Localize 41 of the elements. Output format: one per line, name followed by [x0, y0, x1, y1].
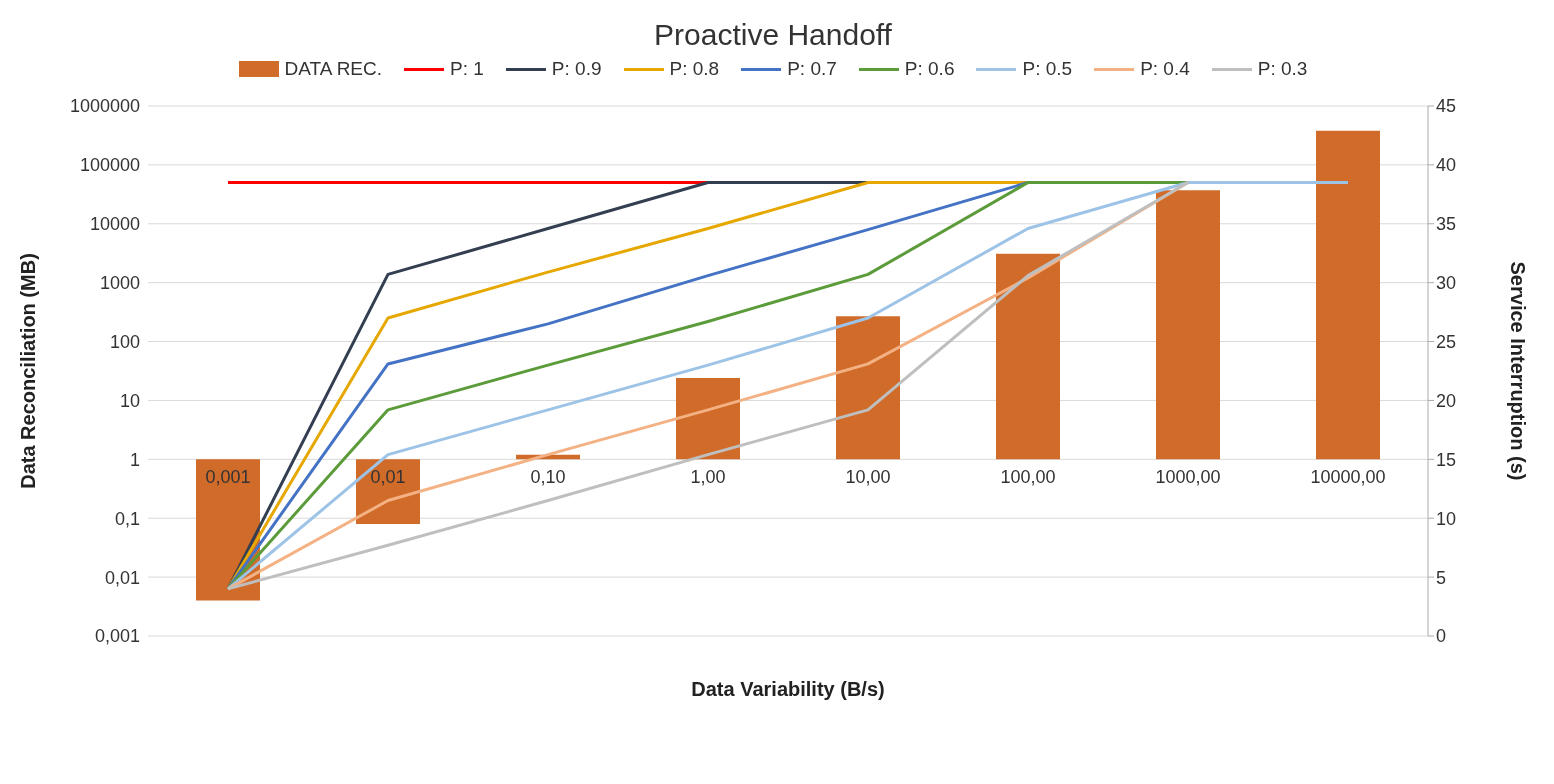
legend-label: P: 0.8 [668, 58, 720, 80]
y-tick-label: 1000000 [69, 96, 140, 117]
y2-tick-label: 40 [1436, 155, 1457, 176]
y2-tick-label: 5 [1436, 567, 1447, 588]
legend-label: P: 1 [449, 58, 484, 80]
x-tick-label: 0,001 [205, 467, 251, 488]
x-tick-label: 100,00 [1000, 467, 1056, 488]
legend-label: P: 0.9 [550, 58, 602, 80]
x-tick-label: 10,00 [845, 467, 891, 488]
chart-title: Proactive Handoff [653, 18, 893, 52]
y2-tick-label: 15 [1436, 449, 1457, 470]
y-axis-title: Data Reconciliation (MB) [17, 253, 40, 489]
y2-tick-label: 20 [1436, 390, 1457, 411]
x-axis-title: Data Variability (B/s) [691, 678, 885, 700]
y-tick-label: 100000 [79, 155, 140, 176]
y2-tick-label: 30 [1436, 273, 1457, 294]
y-tick-label: 0,1 [114, 508, 140, 529]
y2-tick-label: 45 [1436, 96, 1457, 117]
y-tick-label: 10 [119, 390, 140, 411]
y2-tick-label: 0 [1436, 626, 1447, 647]
legend-label: P: 0.5 [1021, 58, 1073, 80]
y-tick-label: 0,01 [104, 567, 140, 588]
x-tick-label: 1,00 [690, 467, 726, 488]
y2-tick-label: 25 [1436, 331, 1457, 352]
x-tick-label: 0,10 [530, 467, 566, 488]
y-tick-label: 0,001 [94, 626, 140, 647]
legend-label: P: 0.6 [903, 58, 955, 80]
y-tick-label: 1 [129, 449, 140, 470]
x-tick-label: 0,01 [370, 467, 406, 488]
legend-label: DATA REC. [283, 58, 383, 80]
y-tick-label: 100 [109, 331, 140, 352]
legend-label: P: 0.3 [1256, 58, 1308, 80]
y-tick-label: 10000 [89, 214, 140, 235]
y2-tick-label: 35 [1436, 214, 1457, 235]
y2-tick-label: 10 [1436, 508, 1457, 529]
legend-label: P: 0.4 [1139, 58, 1190, 80]
y-tick-label: 1000 [99, 273, 140, 294]
y2-axis-title: Service Interruption (s) [1506, 261, 1529, 481]
x-tick-label: 1000,00 [1155, 467, 1221, 488]
legend-label: P: 0.7 [786, 58, 837, 80]
x-tick-label: 10000,00 [1310, 467, 1386, 488]
